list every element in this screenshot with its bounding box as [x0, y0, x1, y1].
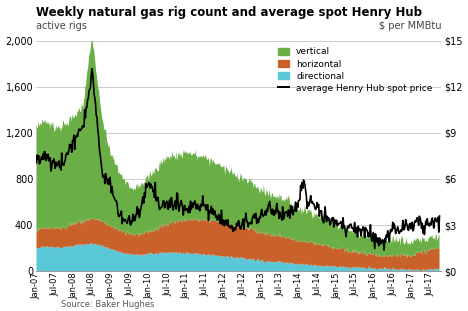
Text: Source: Baker Hughes: Source: Baker Hughes: [61, 300, 154, 309]
Legend: vertical, horizontal, directional, average Henry Hub spot price: vertical, horizontal, directional, avera…: [278, 47, 432, 93]
Text: $ per MMBtu: $ per MMBtu: [379, 21, 441, 31]
Text: active rigs: active rigs: [36, 21, 87, 31]
Text: Weekly natural gas rig count and average spot Henry Hub: Weekly natural gas rig count and average…: [36, 6, 422, 19]
